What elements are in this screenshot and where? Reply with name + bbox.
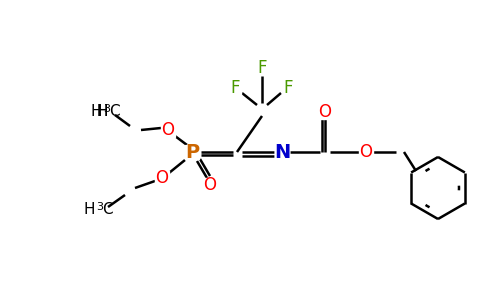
Bar — [282, 82, 294, 94]
Bar — [359, 145, 373, 159]
Text: P: P — [185, 142, 199, 161]
Text: 3: 3 — [104, 104, 110, 114]
Text: O: O — [318, 103, 332, 121]
Text: O: O — [162, 121, 175, 139]
Text: O: O — [360, 143, 373, 161]
Text: F: F — [230, 79, 240, 97]
Text: H: H — [84, 202, 95, 217]
Bar — [275, 145, 289, 159]
Text: O: O — [155, 169, 168, 187]
Text: C: C — [102, 202, 112, 217]
Text: F: F — [283, 79, 293, 97]
Bar — [318, 105, 332, 119]
Text: F: F — [257, 59, 267, 77]
Bar — [256, 62, 268, 74]
Bar — [203, 178, 217, 192]
Bar — [155, 171, 169, 185]
Text: 3: 3 — [96, 202, 104, 212]
Bar — [229, 82, 241, 94]
Bar — [185, 145, 199, 159]
Text: N: N — [274, 142, 290, 161]
Bar — [161, 123, 175, 137]
Text: H: H — [96, 104, 108, 119]
Text: H: H — [91, 104, 102, 119]
Text: H: H — [96, 104, 108, 119]
Text: O: O — [203, 176, 216, 194]
Text: C: C — [109, 104, 120, 119]
